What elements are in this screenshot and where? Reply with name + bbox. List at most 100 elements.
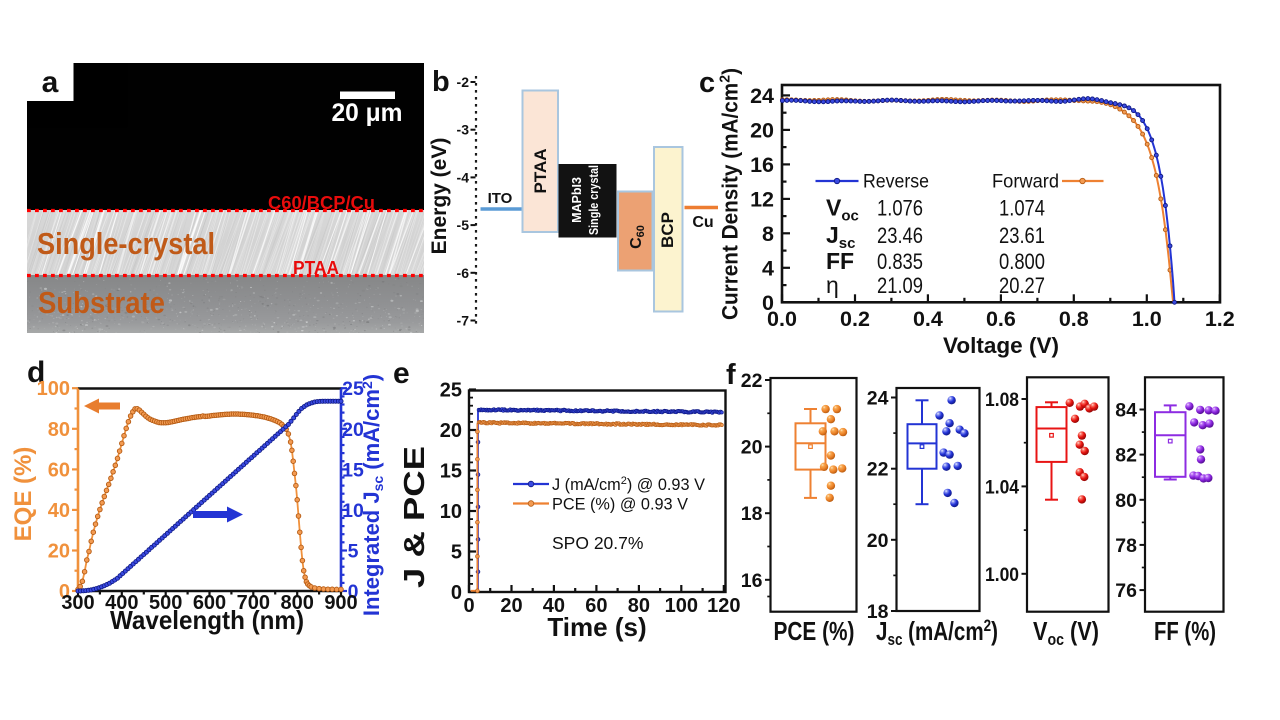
- svg-text:Wavelength (nm): Wavelength (nm): [110, 605, 304, 635]
- svg-text:0.835: 0.835: [877, 249, 923, 274]
- svg-text:60: 60: [48, 459, 70, 481]
- svg-text:16: 16: [750, 153, 774, 177]
- svg-text:12: 12: [750, 187, 774, 211]
- svg-text:10: 10: [440, 501, 462, 523]
- svg-text:0.0: 0.0: [767, 307, 797, 331]
- svg-text:20.27: 20.27: [999, 273, 1045, 298]
- svg-text:Cu: Cu: [692, 214, 713, 231]
- svg-text:0: 0: [451, 582, 462, 604]
- svg-text:300: 300: [61, 592, 94, 614]
- svg-text:c: c: [699, 67, 715, 99]
- svg-text:-5: -5: [457, 217, 470, 233]
- svg-text:1.00: 1.00: [985, 564, 1019, 586]
- svg-text:500: 500: [149, 592, 182, 614]
- svg-text:0.8: 0.8: [1059, 307, 1089, 331]
- svg-text:0: 0: [59, 581, 70, 603]
- svg-text:400: 400: [105, 592, 138, 614]
- svg-text:1.0: 1.0: [1132, 307, 1162, 331]
- svg-text:20: 20: [342, 419, 364, 441]
- svg-text:20: 20: [750, 118, 774, 142]
- svg-text:0: 0: [348, 581, 359, 603]
- svg-text:24: 24: [867, 388, 889, 410]
- svg-text:4: 4: [762, 256, 774, 280]
- svg-text:10: 10: [342, 500, 364, 522]
- svg-text:21.09: 21.09: [877, 273, 923, 298]
- svg-text:5: 5: [348, 541, 359, 563]
- svg-text:PTAA: PTAA: [531, 148, 550, 193]
- svg-text:-7: -7: [457, 313, 470, 329]
- svg-text:8: 8: [762, 222, 774, 246]
- svg-text:0.800: 0.800: [999, 249, 1045, 274]
- svg-text:600: 600: [193, 592, 226, 614]
- svg-text:25: 25: [342, 378, 364, 400]
- svg-text:a: a: [42, 66, 59, 99]
- svg-text:5: 5: [451, 542, 462, 564]
- svg-text:20: 20: [741, 437, 763, 459]
- svg-text:20: 20: [440, 420, 462, 442]
- svg-text:Time (s): Time (s): [547, 612, 646, 642]
- svg-text:0: 0: [463, 595, 474, 617]
- svg-text:25: 25: [440, 380, 462, 402]
- svg-text:0.6: 0.6: [986, 307, 1016, 331]
- svg-text:1.074: 1.074: [999, 196, 1045, 221]
- svg-text:η: η: [826, 272, 839, 298]
- svg-text:J & PCE: J & PCE: [399, 446, 431, 588]
- svg-text:80: 80: [48, 419, 70, 441]
- svg-text:100: 100: [665, 595, 698, 617]
- svg-text:80: 80: [628, 595, 650, 617]
- svg-text:80: 80: [1115, 490, 1137, 512]
- svg-text:76: 76: [1115, 580, 1137, 602]
- svg-text:Voltage (V): Voltage (V): [943, 333, 1059, 358]
- svg-text:22: 22: [867, 459, 889, 481]
- svg-text:22: 22: [741, 370, 763, 392]
- svg-text:78: 78: [1115, 535, 1137, 557]
- svg-text:Current Density (mA/cm2): Current Density (mA/cm2): [717, 68, 743, 320]
- svg-text:-4: -4: [457, 169, 470, 185]
- svg-text:PTAA: PTAA: [293, 258, 339, 278]
- svg-text:PCE (%) @ 0.93 V: PCE (%) @ 0.93 V: [552, 496, 688, 514]
- svg-text:15: 15: [440, 461, 462, 483]
- svg-text:ITO: ITO: [488, 190, 513, 207]
- svg-text:FF (%): FF (%): [1154, 616, 1216, 646]
- svg-text:f: f: [726, 359, 736, 391]
- svg-text:Energy (eV): Energy (eV): [428, 138, 451, 255]
- svg-text:Voc: Voc: [826, 195, 859, 225]
- svg-text:-2: -2: [457, 74, 470, 90]
- svg-text:60: 60: [585, 595, 607, 617]
- svg-text:FF: FF: [826, 248, 854, 274]
- svg-text:20 μm: 20 μm: [332, 99, 403, 127]
- svg-text:16: 16: [741, 570, 763, 592]
- svg-text:1.04: 1.04: [985, 476, 1019, 498]
- svg-text:23.46: 23.46: [877, 223, 923, 248]
- svg-text:20: 20: [500, 595, 522, 617]
- svg-text:0: 0: [762, 291, 774, 315]
- svg-text:18: 18: [741, 503, 763, 525]
- svg-text:Jsc (mA/cm2): Jsc (mA/cm2): [876, 616, 998, 649]
- svg-text:b: b: [432, 66, 450, 98]
- svg-text:Substrate: Substrate: [38, 285, 165, 320]
- svg-text:PCE (%): PCE (%): [774, 616, 855, 646]
- svg-text:100: 100: [37, 378, 70, 400]
- svg-text:BCP: BCP: [658, 212, 677, 248]
- svg-text:Single-crystal: Single-crystal: [37, 226, 215, 261]
- svg-text:40: 40: [48, 500, 70, 522]
- svg-text:C60/BCP/Cu: C60/BCP/Cu: [268, 193, 375, 213]
- svg-text:d: d: [27, 356, 45, 389]
- svg-text:1.08: 1.08: [985, 389, 1019, 411]
- svg-text:MAPbI3: MAPbI3: [570, 177, 584, 223]
- svg-text:e: e: [393, 357, 410, 390]
- svg-text:120: 120: [707, 595, 740, 617]
- svg-text:900: 900: [324, 592, 357, 614]
- svg-text:0.4: 0.4: [913, 307, 943, 331]
- svg-text:J (mA/cm2) @ 0.93 V: J (mA/cm2) @ 0.93 V: [552, 475, 705, 494]
- svg-text:0.2: 0.2: [840, 307, 870, 331]
- svg-text:700: 700: [237, 592, 270, 614]
- svg-text:Forward: Forward: [992, 171, 1059, 193]
- svg-text:-6: -6: [457, 265, 470, 281]
- svg-text:Integrated Jsc (mA/cm2): Integrated Jsc (mA/cm2): [359, 374, 386, 616]
- svg-text:24: 24: [750, 84, 774, 108]
- svg-text:EQE (%): EQE (%): [10, 447, 37, 542]
- svg-text:Voc (V): Voc (V): [1033, 616, 1099, 649]
- svg-text:18: 18: [867, 601, 889, 623]
- svg-text:1.076: 1.076: [877, 196, 923, 221]
